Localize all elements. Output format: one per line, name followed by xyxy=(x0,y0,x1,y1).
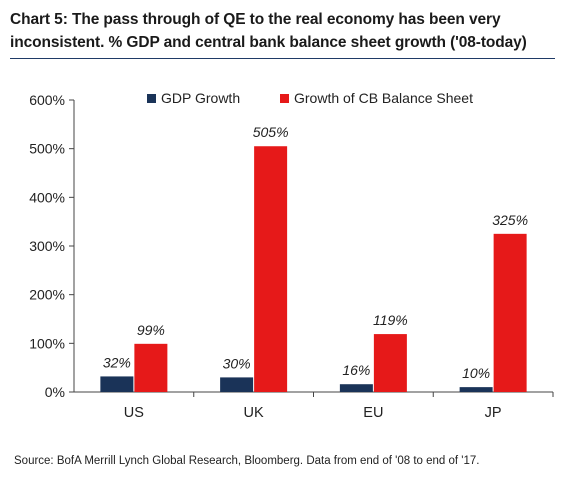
legend-swatch xyxy=(147,94,156,103)
y-tick-label: 200% xyxy=(29,287,65,303)
y-tick-label: 100% xyxy=(29,335,65,351)
data-label: 32% xyxy=(103,354,131,370)
bar-gdp-growth xyxy=(459,387,493,392)
legend-label: GDP Growth xyxy=(161,90,240,106)
bars xyxy=(100,146,527,392)
x-tick-label: US xyxy=(124,405,144,421)
bar-growth-of-cb-balance-sheet xyxy=(493,233,527,392)
y-tick-label: 0% xyxy=(45,384,65,400)
legend-swatch xyxy=(280,94,289,103)
y-tick-label: 600% xyxy=(29,92,65,108)
chart-title: Chart 5: The pass through of QE to the r… xyxy=(10,11,527,51)
x-tick-label: JP xyxy=(485,405,502,421)
data-label: 119% xyxy=(373,312,408,328)
source-note: Source: BofA Merrill Lynch Global Resear… xyxy=(14,455,480,467)
data-label: 16% xyxy=(342,362,370,378)
x-tick-label: UK xyxy=(244,405,264,421)
data-label: 505% xyxy=(253,124,289,140)
data-label: 10% xyxy=(462,365,490,381)
y-axis: 0% 100% 200% 300% 400% 500% 600% xyxy=(29,92,75,400)
data-labels: 32% 99% 30% 505% 16% 119% 10% 325% xyxy=(103,124,528,381)
bar-gdp-growth xyxy=(100,376,134,392)
bar-gdp-growth xyxy=(220,377,254,392)
bar-growth-of-cb-balance-sheet xyxy=(134,343,168,392)
bar-chart: 0% 100% 200% 300% 400% 500% 600% US UK EU JP 32% 9… xyxy=(29,90,554,421)
data-label: 30% xyxy=(223,355,251,371)
bar-growth-of-cb-balance-sheet xyxy=(373,334,407,392)
data-label: 99% xyxy=(137,322,165,338)
bar-gdp-growth xyxy=(339,384,373,392)
data-label: 325% xyxy=(492,212,528,228)
x-axis: US UK EU JP xyxy=(74,391,554,421)
legend-label: Growth of CB Balance Sheet xyxy=(294,90,473,106)
y-tick-label: 500% xyxy=(29,141,65,157)
legend: GDP Growth Growth of CB Balance Sheet xyxy=(147,90,473,106)
bar-growth-of-cb-balance-sheet xyxy=(254,146,288,392)
x-tick-label: EU xyxy=(363,405,383,421)
title-divider xyxy=(10,58,555,59)
y-tick-label: 300% xyxy=(29,238,65,254)
y-tick-label: 400% xyxy=(29,189,65,205)
